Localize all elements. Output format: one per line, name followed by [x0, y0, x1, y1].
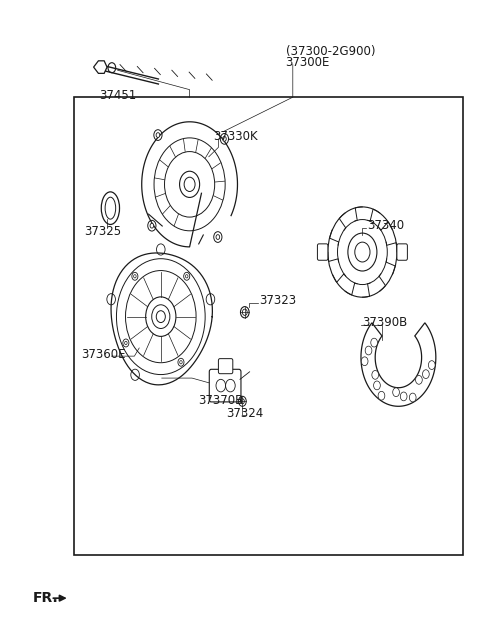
Circle shape: [150, 223, 154, 228]
Bar: [74, 97, 463, 555]
Text: 37360E: 37360E: [81, 348, 125, 361]
Text: 37325: 37325: [84, 226, 122, 238]
Text: 37323: 37323: [259, 295, 296, 307]
Circle shape: [393, 388, 399, 397]
Circle shape: [125, 341, 127, 345]
Circle shape: [422, 370, 429, 379]
Circle shape: [216, 234, 220, 240]
Circle shape: [156, 311, 165, 322]
FancyBboxPatch shape: [209, 369, 241, 402]
Circle shape: [429, 361, 435, 369]
Circle shape: [185, 275, 188, 278]
Circle shape: [365, 346, 372, 355]
Text: 37330K: 37330K: [214, 130, 258, 143]
Text: 37300E: 37300E: [286, 56, 330, 69]
Circle shape: [409, 393, 416, 402]
Text: 37340: 37340: [367, 219, 404, 232]
Circle shape: [133, 275, 136, 278]
Circle shape: [372, 371, 379, 379]
FancyBboxPatch shape: [218, 359, 233, 374]
FancyBboxPatch shape: [317, 244, 328, 260]
Circle shape: [156, 133, 160, 137]
Text: 37451: 37451: [99, 90, 136, 102]
Circle shape: [361, 357, 368, 366]
Circle shape: [416, 376, 422, 384]
Circle shape: [180, 361, 182, 364]
Circle shape: [373, 381, 380, 390]
Polygon shape: [361, 323, 436, 406]
Text: 37324: 37324: [226, 408, 264, 420]
Circle shape: [378, 391, 385, 400]
Polygon shape: [94, 61, 107, 73]
FancyBboxPatch shape: [397, 244, 408, 260]
Text: FR.: FR.: [33, 591, 59, 605]
Text: 37390B: 37390B: [362, 317, 408, 329]
Text: 37370B: 37370B: [198, 394, 243, 406]
Circle shape: [371, 338, 377, 347]
Text: (37300-2G900): (37300-2G900): [286, 45, 375, 58]
Circle shape: [223, 137, 226, 141]
Circle shape: [400, 392, 407, 401]
